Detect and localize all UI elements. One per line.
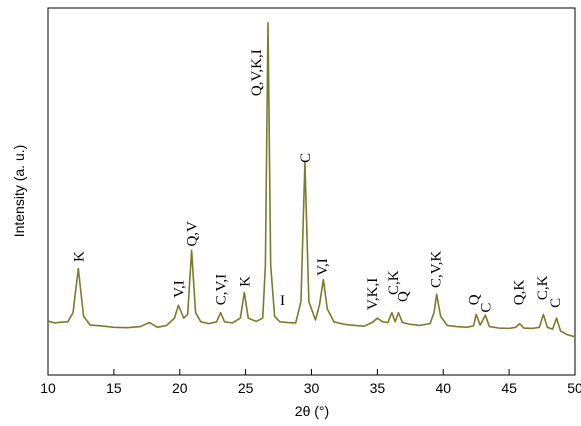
x-tick-label: 45 [501, 380, 517, 396]
y-axis-title: Intensity (a. u.) [11, 145, 27, 238]
peak-label: K [237, 276, 253, 287]
x-tick-label: 35 [370, 380, 386, 396]
peak-label: Q [467, 294, 483, 305]
x-tick-label: 20 [172, 380, 188, 396]
peak-label: I [280, 293, 285, 309]
peak-label: Q,K [511, 280, 527, 306]
peak-label: C [548, 298, 564, 308]
peak-label: V,I [171, 280, 187, 298]
peak-label: Q [395, 291, 411, 302]
peak-label: C,K [386, 270, 402, 295]
x-tick-label: 50 [567, 380, 581, 396]
peak-label: C [478, 303, 494, 313]
xrd-pattern [47, 21, 576, 338]
peak-label: C,V,I [214, 274, 230, 305]
x-tick-label: 40 [435, 380, 451, 396]
peak-label: V,K,I [365, 278, 381, 310]
plot-frame [47, 7, 576, 376]
x-tick-label: 10 [40, 380, 56, 396]
x-tick-label: 30 [304, 380, 320, 396]
peak-label: Q,V [185, 221, 201, 247]
peak-label: V,I [315, 258, 331, 276]
peak-label: Q,V,K,I [249, 49, 265, 96]
x-tick-label: 15 [106, 380, 122, 396]
peak-label: K [71, 251, 87, 262]
peak-label: C,K [535, 275, 551, 300]
peak-label: C,V,K [428, 251, 444, 288]
peak-label: C [298, 153, 314, 163]
x-axis-title: 2θ (°) [295, 403, 329, 419]
x-tick-label: 25 [238, 380, 254, 396]
